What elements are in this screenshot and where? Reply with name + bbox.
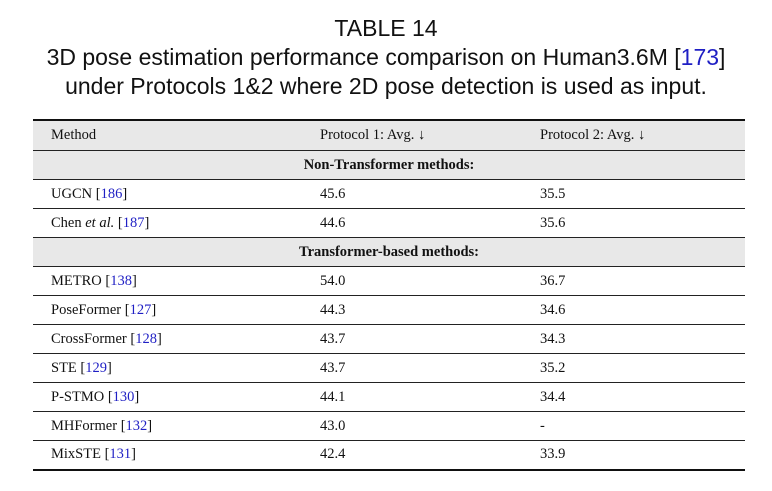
protocol-2-value: 35.6 xyxy=(540,208,745,238)
table-row: STE [129] 43.7 35.2 xyxy=(33,353,745,383)
protocol-1-value: 42.4 xyxy=(318,440,540,471)
citation-link[interactable]: 132 xyxy=(125,417,148,434)
method-cell: METRO [138] xyxy=(33,266,318,296)
protocol-2-value: 36.7 xyxy=(540,266,745,296)
citation-link[interactable]: 128 xyxy=(135,330,157,347)
group-row-non-transformer: Non-Transformer methods: xyxy=(33,150,745,180)
caption-line-1: 3D pose estimation performance compariso… xyxy=(0,43,772,72)
comparison-table-container: Method Protocol 1: Avg. ↓ Protocol 2: Av… xyxy=(33,119,745,471)
method-cell: Chen et al. [187] xyxy=(33,208,318,238)
table-row: UGCN [186] 45.6 35.5 xyxy=(33,179,745,209)
table-row: PoseFormer [127] 44.3 34.6 xyxy=(33,295,745,325)
protocol-1-value: 44.3 xyxy=(318,295,540,325)
protocol-1-value: 54.0 xyxy=(318,266,540,296)
protocol-1-value: 44.6 xyxy=(318,208,540,238)
header-method: Method xyxy=(33,119,318,151)
method-name: MixSTE xyxy=(51,446,101,463)
citation-link[interactable]: 131 xyxy=(109,446,132,463)
method-cell: UGCN [186] xyxy=(33,179,318,209)
protocol-1-value: 43.0 xyxy=(318,411,540,441)
protocol-2-value: 35.2 xyxy=(540,353,745,383)
citation-link[interactable]: 187 xyxy=(122,214,145,231)
caption-citation-link[interactable]: 173 xyxy=(680,44,720,70)
method-cell: CrossFormer [128] xyxy=(33,324,318,354)
group-title: Transformer-based methods: xyxy=(33,237,745,267)
protocol-2-value: 34.3 xyxy=(540,324,745,354)
citation-link[interactable]: 138 xyxy=(110,272,132,289)
method-cell: STE [129] xyxy=(33,353,318,383)
protocol-2-value: 35.5 xyxy=(540,179,745,209)
method-name: P-STMO xyxy=(51,388,105,405)
table-header-row: Method Protocol 1: Avg. ↓ Protocol 2: Av… xyxy=(33,119,745,151)
caption-title: TABLE 14 xyxy=(334,15,438,41)
citation-link[interactable]: 127 xyxy=(129,301,152,318)
header-protocol-2: Protocol 2: Avg. ↓ xyxy=(540,119,745,151)
method-name: METRO xyxy=(51,272,102,289)
protocol-1-value: 43.7 xyxy=(318,353,540,383)
citation-link[interactable]: 129 xyxy=(85,359,107,376)
caption-line-1-text: 3D pose estimation performance compariso… xyxy=(46,44,681,70)
protocol-1-value: 43.7 xyxy=(318,324,540,354)
method-name: PoseFormer xyxy=(51,301,122,318)
table-caption: TABLE 14 3D pose estimation performance … xyxy=(0,14,772,101)
citation-link[interactable]: 130 xyxy=(112,388,135,405)
header-protocol-1: Protocol 1: Avg. ↓ xyxy=(318,119,540,151)
protocol-2-value: 33.9 xyxy=(540,440,745,471)
protocol-2-value: 34.4 xyxy=(540,382,745,412)
protocol-1-value: 45.6 xyxy=(318,179,540,209)
table-row: MixSTE [131] 42.4 33.9 xyxy=(33,440,745,471)
caption-line-1-end: ] xyxy=(719,44,726,70)
method-cell: MHFormer [132] xyxy=(33,411,318,441)
method-cell: PoseFormer [127] xyxy=(33,295,318,325)
table-row: METRO [138] 54.0 36.7 xyxy=(33,266,745,296)
method-name: MHFormer xyxy=(51,417,118,434)
method-name: Chen xyxy=(51,214,86,231)
comparison-table: Method Protocol 1: Avg. ↓ Protocol 2: Av… xyxy=(33,119,745,471)
citation-link[interactable]: 186 xyxy=(100,185,123,202)
table-row: MHFormer [132] 43.0 - xyxy=(33,411,745,441)
method-cell: MixSTE [131] xyxy=(33,440,318,471)
protocol-2-value: 34.6 xyxy=(540,295,745,325)
method-name: UGCN xyxy=(51,185,93,202)
caption-line-2: under Protocols 1&2 where 2D pose detect… xyxy=(65,73,707,99)
group-row-transformer: Transformer-based methods: xyxy=(33,237,745,267)
method-name: CrossFormer xyxy=(51,330,127,347)
method-name: STE xyxy=(51,359,77,376)
method-cell: P-STMO [130] xyxy=(33,382,318,412)
method-name-italic: et al. xyxy=(85,214,115,231)
table-row: P-STMO [130] 44.1 34.4 xyxy=(33,382,745,412)
protocol-1-value: 44.1 xyxy=(318,382,540,412)
group-title: Non-Transformer methods: xyxy=(33,150,745,180)
table-row: Chen et al. [187] 44.6 35.6 xyxy=(33,208,745,238)
table-row: CrossFormer [128] 43.7 34.3 xyxy=(33,324,745,354)
protocol-2-value: - xyxy=(540,411,745,441)
